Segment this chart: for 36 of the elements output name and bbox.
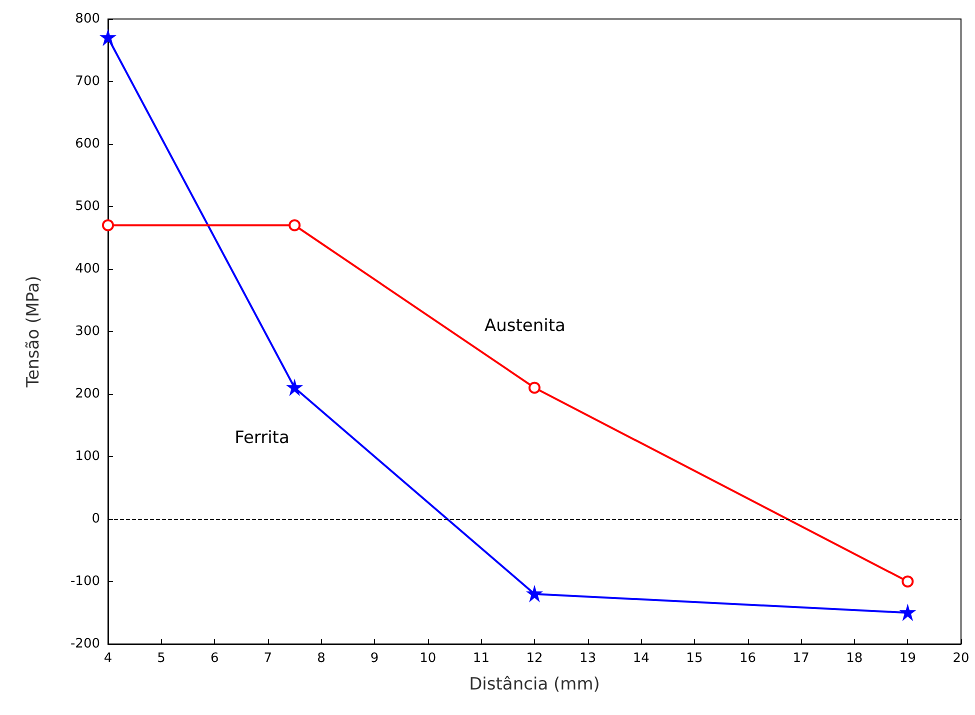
y-tick-label: 300 <box>75 324 100 339</box>
x-tick-label: 18 <box>846 651 863 666</box>
x-tick-label: 7 <box>264 651 272 666</box>
y-tick-label: -100 <box>70 574 100 589</box>
y-tick-label: 100 <box>75 449 100 464</box>
series-label: Austenita <box>484 316 566 336</box>
y-tick-label: 0 <box>92 512 100 526</box>
x-axis-title: Distância (mm) <box>469 674 600 694</box>
x-tick-label: 11 <box>472 651 490 666</box>
y-tick-label: 400 <box>75 262 100 276</box>
y-tick-label: 200 <box>75 386 100 402</box>
x-tick-label: 10 <box>420 651 436 666</box>
x-tick-label: 5 <box>157 651 166 666</box>
y-tick-label: 600 <box>75 136 100 152</box>
y-tick-label: 500 <box>75 199 100 214</box>
point <box>902 576 914 588</box>
x-tick-label: 13 <box>580 651 596 666</box>
x-tick-label: 9 <box>370 651 379 666</box>
point <box>528 382 540 394</box>
y-tick-label: 700 <box>75 74 100 89</box>
x-tick-label: 6 <box>210 651 219 666</box>
point <box>288 219 301 232</box>
x-tick-label: 14 <box>632 651 650 666</box>
series-label: Ferrita <box>234 428 290 448</box>
y-tick-label: 800 <box>75 12 100 26</box>
x-tick-label: 15 <box>686 651 703 666</box>
x-tick-label: 17 <box>792 651 810 666</box>
x-tick-label: 20 <box>952 651 970 666</box>
x-tick-label: 12 <box>526 651 543 666</box>
point <box>102 219 114 232</box>
x-tick-label: 16 <box>739 651 756 666</box>
x-tick-label: 8 <box>317 651 326 666</box>
x-tick-label: 4 <box>104 651 112 666</box>
x-tick-label: 19 <box>899 651 916 666</box>
y-tick-label: -200 <box>70 636 100 652</box>
y-axis-title: Tensão (MPa) <box>24 276 44 388</box>
